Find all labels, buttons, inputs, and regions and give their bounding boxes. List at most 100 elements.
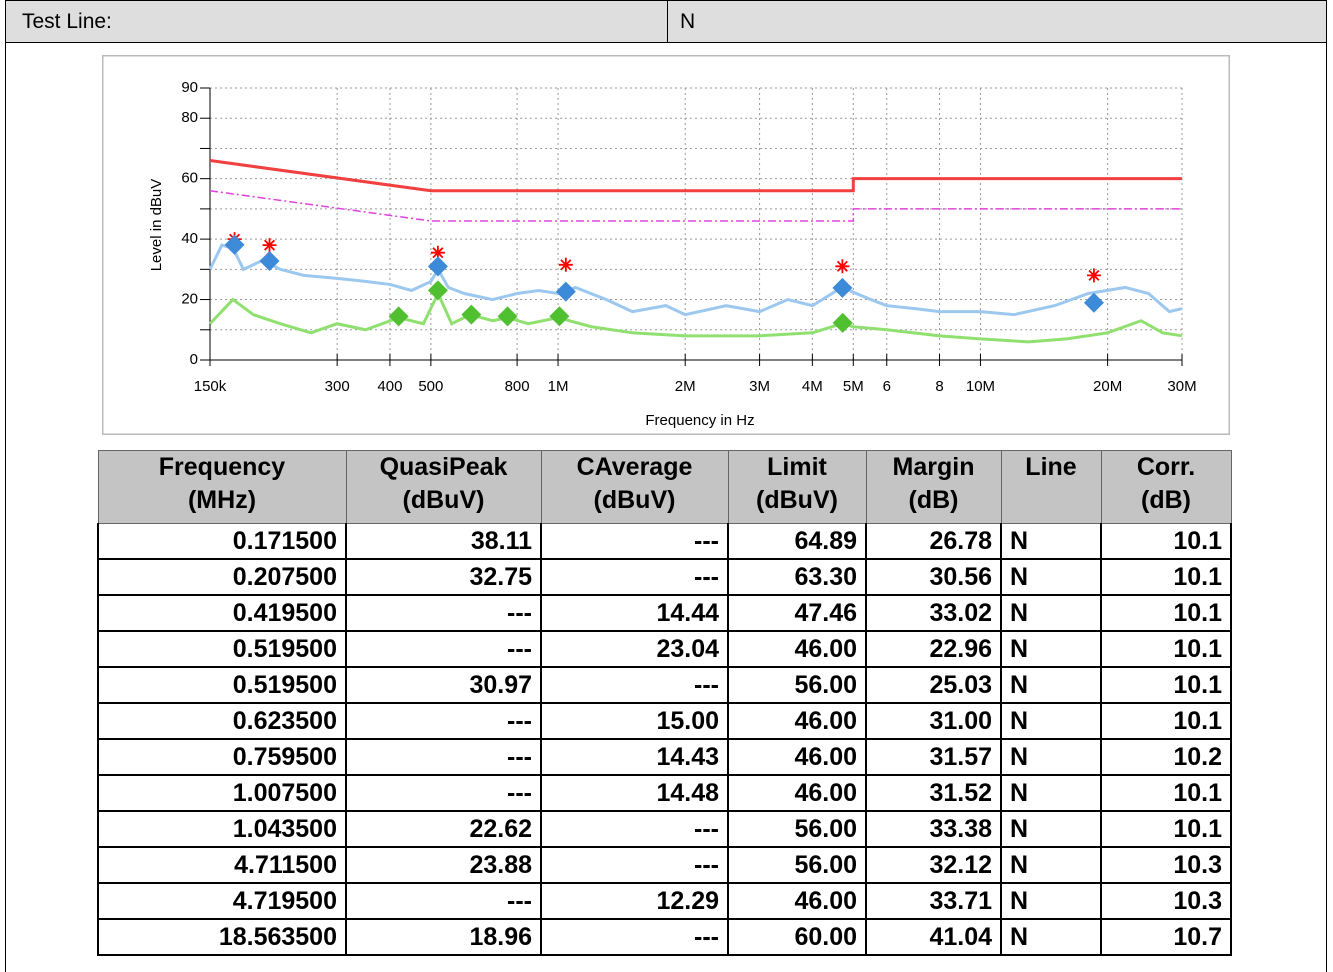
table-cell: N xyxy=(1000,523,1102,560)
table-cell: 26.78 xyxy=(865,523,1002,560)
column-name: CAverage xyxy=(576,453,693,481)
diamond-marker xyxy=(549,306,570,327)
table-cell: 0.519500 xyxy=(97,631,347,668)
test-line-value: N xyxy=(667,0,1327,43)
y-axis-label: Level in dBuV xyxy=(148,179,165,272)
trace xyxy=(208,243,1183,317)
table-cell: N xyxy=(1000,739,1102,776)
table-row: 0.623500 --- 15.00 46.00 31.00 N 10.1 xyxy=(97,703,1232,740)
column-header: Frequency (MHz) xyxy=(97,450,347,524)
table-cell: --- xyxy=(345,631,542,668)
table-cell: --- xyxy=(345,739,542,776)
column-header: Corr. (dB) xyxy=(1100,450,1232,524)
diamond-marker xyxy=(832,277,853,298)
table-cell: N xyxy=(1000,775,1102,812)
x-tick-label: 300 xyxy=(325,378,350,395)
table-cell: 10.1 xyxy=(1100,559,1232,596)
table-cell: 56.00 xyxy=(727,847,867,884)
star-marker xyxy=(835,259,850,274)
table-row: 1.007500 --- 14.48 46.00 31.52 N 10.1 xyxy=(97,775,1232,812)
x-tick-label: 10M xyxy=(966,378,995,395)
column-header: Line xyxy=(1000,450,1102,524)
column-name: Line xyxy=(1025,453,1077,481)
column-name: Limit xyxy=(767,453,827,481)
column-unit: (dB) xyxy=(908,486,959,514)
column-unit: (dBuV) xyxy=(402,486,485,514)
table-cell: 10.1 xyxy=(1100,631,1232,668)
x-tick-label: 8 xyxy=(935,378,943,395)
table-cell: --- xyxy=(345,595,542,632)
x-tick-label: 5M xyxy=(843,378,864,395)
column-unit: (dBuV) xyxy=(756,486,838,514)
table-cell: N xyxy=(1000,667,1102,704)
diamond-marker xyxy=(427,280,448,301)
table-cell: N xyxy=(1000,919,1102,956)
table-cell: 10.1 xyxy=(1100,811,1232,848)
table-cell: 31.00 xyxy=(865,703,1002,740)
table-cell: N xyxy=(1000,883,1102,920)
table-cell: 10.3 xyxy=(1100,883,1232,920)
table-cell: 14.48 xyxy=(540,775,729,812)
table-cell: 30.97 xyxy=(345,667,542,704)
table-cell: 56.00 xyxy=(727,667,867,704)
table-cell: N xyxy=(1000,631,1102,668)
table-cell: 10.1 xyxy=(1100,703,1232,740)
column-header: QuasiPeak (dBuV) xyxy=(345,450,542,524)
table-cell: --- xyxy=(540,559,729,596)
table-cell: 4.711500 xyxy=(97,847,347,884)
table-cell: 22.96 xyxy=(865,631,1002,668)
x-tick-label: 6 xyxy=(883,378,891,395)
trace xyxy=(209,159,1182,193)
x-tick-label: 2M xyxy=(675,378,696,395)
table-cell: 1.043500 xyxy=(97,811,347,848)
table-cell: 31.52 xyxy=(865,775,1002,812)
diamond-marker xyxy=(427,256,448,277)
table-row: 4.711500 23.88 --- 56.00 32.12 N 10.3 xyxy=(97,847,1232,884)
table-cell: 15.00 xyxy=(540,703,729,740)
table-cell: 47.46 xyxy=(727,595,867,632)
table-cell: 0.519500 xyxy=(97,667,347,704)
table-cell: N xyxy=(1000,559,1102,596)
table-cell: 46.00 xyxy=(727,631,867,668)
table-cell: 0.623500 xyxy=(97,703,347,740)
results-table: Frequency (MHz) QuasiPeak (dBuV) CAverage (dB… xyxy=(97,450,1232,956)
column-unit: (dBuV) xyxy=(593,486,676,514)
table-cell: 23.88 xyxy=(345,847,542,884)
table-row: 18.563500 18.96 --- 60.00 41.04 N 10.7 xyxy=(97,919,1232,956)
table-cell: 0.171500 xyxy=(97,523,347,560)
table-cell: 32.75 xyxy=(345,559,542,596)
table-cell: 30.56 xyxy=(865,559,1002,596)
diamond-marker xyxy=(259,251,280,272)
table-cell: 23.04 xyxy=(540,631,729,668)
table-cell: 63.30 xyxy=(727,559,867,596)
table-cell: 10.2 xyxy=(1100,739,1232,776)
table-cell: 22.62 xyxy=(345,811,542,848)
table-row: 1.043500 22.62 --- 56.00 33.38 N 10.1 xyxy=(97,811,1232,848)
table-cell: 0.207500 xyxy=(97,559,347,596)
table-cell: 14.44 xyxy=(540,595,729,632)
table-cell: 18.96 xyxy=(345,919,542,956)
table-cell: 4.719500 xyxy=(97,883,347,920)
column-header: CAverage (dBuV) xyxy=(540,450,729,524)
column-unit: (dB) xyxy=(1141,486,1191,514)
table-cell: 33.02 xyxy=(865,595,1002,632)
table-cell: --- xyxy=(540,811,729,848)
table-row: 0.171500 38.11 --- 64.89 26.78 N 10.1 xyxy=(97,523,1232,560)
column-name: QuasiPeak xyxy=(379,453,508,481)
diamond-marker xyxy=(461,304,482,325)
column-name: Frequency xyxy=(158,453,286,481)
table-row: 0.759500 --- 14.43 46.00 31.57 N 10.2 xyxy=(97,739,1232,776)
table-cell: 31.57 xyxy=(865,739,1002,776)
column-unit: (MHz) xyxy=(187,486,257,514)
table-cell: 32.12 xyxy=(865,847,1002,884)
table-cell: N xyxy=(1000,811,1102,848)
table-cell: 60.00 xyxy=(727,919,867,956)
table-cell: --- xyxy=(345,883,542,920)
table-cell: 46.00 xyxy=(727,703,867,740)
x-tick-label: 3M xyxy=(749,378,770,395)
star-marker xyxy=(558,257,573,272)
diamond-marker xyxy=(224,234,245,255)
table-row: 0.519500 30.97 --- 56.00 25.03 N 10.1 xyxy=(97,667,1232,704)
diamond-marker xyxy=(388,306,409,327)
